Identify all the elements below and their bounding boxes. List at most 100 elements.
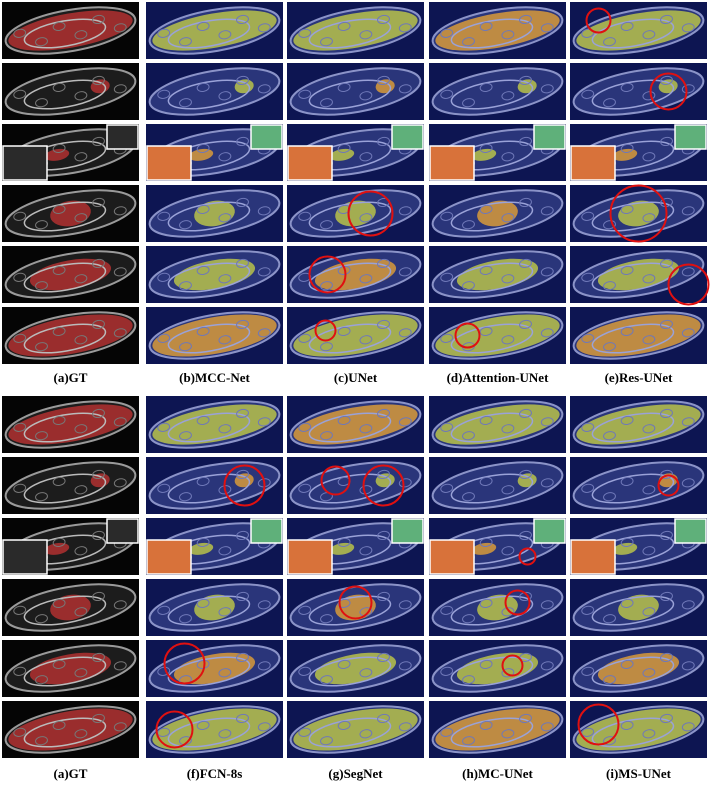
- inner-contour: [167, 201, 251, 232]
- cell-pore: [603, 736, 616, 746]
- cell-pore: [440, 483, 454, 493]
- cell-pore: [113, 600, 127, 610]
- cell-pore: [179, 281, 192, 291]
- cell-pore: [236, 258, 249, 269]
- cell-pore: [74, 546, 88, 556]
- segmented-region: [435, 10, 560, 51]
- image-cell: [2, 2, 139, 59]
- highlight-circle: [577, 703, 620, 746]
- cell-pore: [479, 21, 493, 31]
- cell-pore: [660, 591, 673, 602]
- cell-pore: [440, 422, 454, 432]
- cell-pore: [113, 478, 127, 488]
- segmented-region: [293, 10, 418, 51]
- cell-pore: [642, 485, 656, 495]
- cell-pore: [501, 274, 515, 284]
- cell-pore: [377, 530, 390, 541]
- segmented-region: [152, 404, 277, 445]
- segmented-region: [618, 200, 659, 227]
- segmented-region: [29, 258, 112, 291]
- highlight-circle: [667, 263, 710, 306]
- cell-pore: [52, 720, 66, 730]
- cell-pore: [74, 213, 88, 223]
- highlight-circle: [454, 322, 481, 349]
- cell-pore: [540, 600, 554, 610]
- image-cell: [2, 63, 139, 120]
- cell-pore: [540, 722, 554, 732]
- cell-pore: [660, 713, 673, 724]
- cell-pore: [501, 335, 515, 345]
- inner-contour: [23, 201, 107, 232]
- cell-pore: [179, 37, 192, 47]
- cell-pore: [642, 152, 656, 162]
- cell-pore: [157, 272, 171, 282]
- segmented-region: [471, 148, 497, 161]
- segmented-region: [194, 594, 235, 621]
- cell-pore: [320, 675, 333, 685]
- cell-pore: [620, 143, 634, 153]
- cell-pore: [642, 213, 656, 223]
- cell-pore: [218, 546, 232, 556]
- inner-contour: [167, 473, 251, 504]
- cell-pore: [320, 492, 333, 502]
- cell-pore: [398, 600, 412, 610]
- cell-pore: [113, 661, 127, 671]
- image-cell: [570, 701, 707, 758]
- inner-contour: [308, 201, 392, 232]
- cell-pore: [218, 668, 232, 678]
- cell-pore: [257, 417, 271, 427]
- cell-pore: [377, 469, 390, 480]
- cell-pore: [113, 206, 127, 216]
- cell-pore: [681, 600, 695, 610]
- inner-contour: [450, 323, 534, 354]
- image-cell: [146, 396, 283, 453]
- cell-pore: [603, 614, 616, 624]
- cell-pore: [157, 666, 171, 676]
- cell-pore: [642, 607, 656, 617]
- cell-pore: [681, 478, 695, 488]
- segmented-region: [335, 200, 376, 227]
- cell-pore: [462, 220, 475, 230]
- image-cell: [2, 579, 139, 636]
- segmented-region: [293, 708, 418, 751]
- cell-pore: [359, 152, 373, 162]
- cell-pore: [298, 211, 312, 221]
- cell-pore: [398, 328, 412, 338]
- segmented-region: [477, 594, 518, 621]
- cell-pore: [236, 713, 249, 724]
- inner-contour: [308, 18, 392, 49]
- image-cell: [429, 307, 566, 364]
- segmented-region: [152, 314, 277, 357]
- zoom-inset: [391, 518, 424, 544]
- cell-pore: [113, 84, 127, 94]
- cell-pore: [603, 492, 616, 502]
- cell-pore: [359, 213, 373, 223]
- cell-pore: [92, 319, 105, 330]
- inner-contour: [450, 79, 534, 110]
- cell-pore: [74, 729, 88, 739]
- image-cell: [429, 63, 566, 120]
- cell-pore: [13, 28, 27, 38]
- cell-pore: [320, 98, 333, 108]
- cell-pore: [479, 720, 493, 730]
- inner-contour: [167, 717, 251, 748]
- cell-pore: [298, 422, 312, 432]
- cell-pore: [218, 91, 232, 101]
- cell-pore: [13, 89, 27, 99]
- cell-pore: [642, 274, 656, 284]
- segmented-region: [44, 148, 70, 161]
- cell-pore: [479, 415, 493, 425]
- cell-pore: [620, 720, 634, 730]
- image-cell: [146, 307, 283, 364]
- zoom-inset: [533, 518, 566, 544]
- cell-pore: [179, 342, 192, 352]
- cell-pore: [479, 265, 493, 275]
- cell-pore: [642, 91, 656, 101]
- image-cell: [2, 701, 139, 758]
- cell-pore: [13, 605, 27, 615]
- segmented-region: [435, 708, 560, 751]
- inner-contour: [167, 656, 251, 687]
- column-label: (g)SegNet: [328, 766, 383, 781]
- cell-pore: [660, 319, 673, 330]
